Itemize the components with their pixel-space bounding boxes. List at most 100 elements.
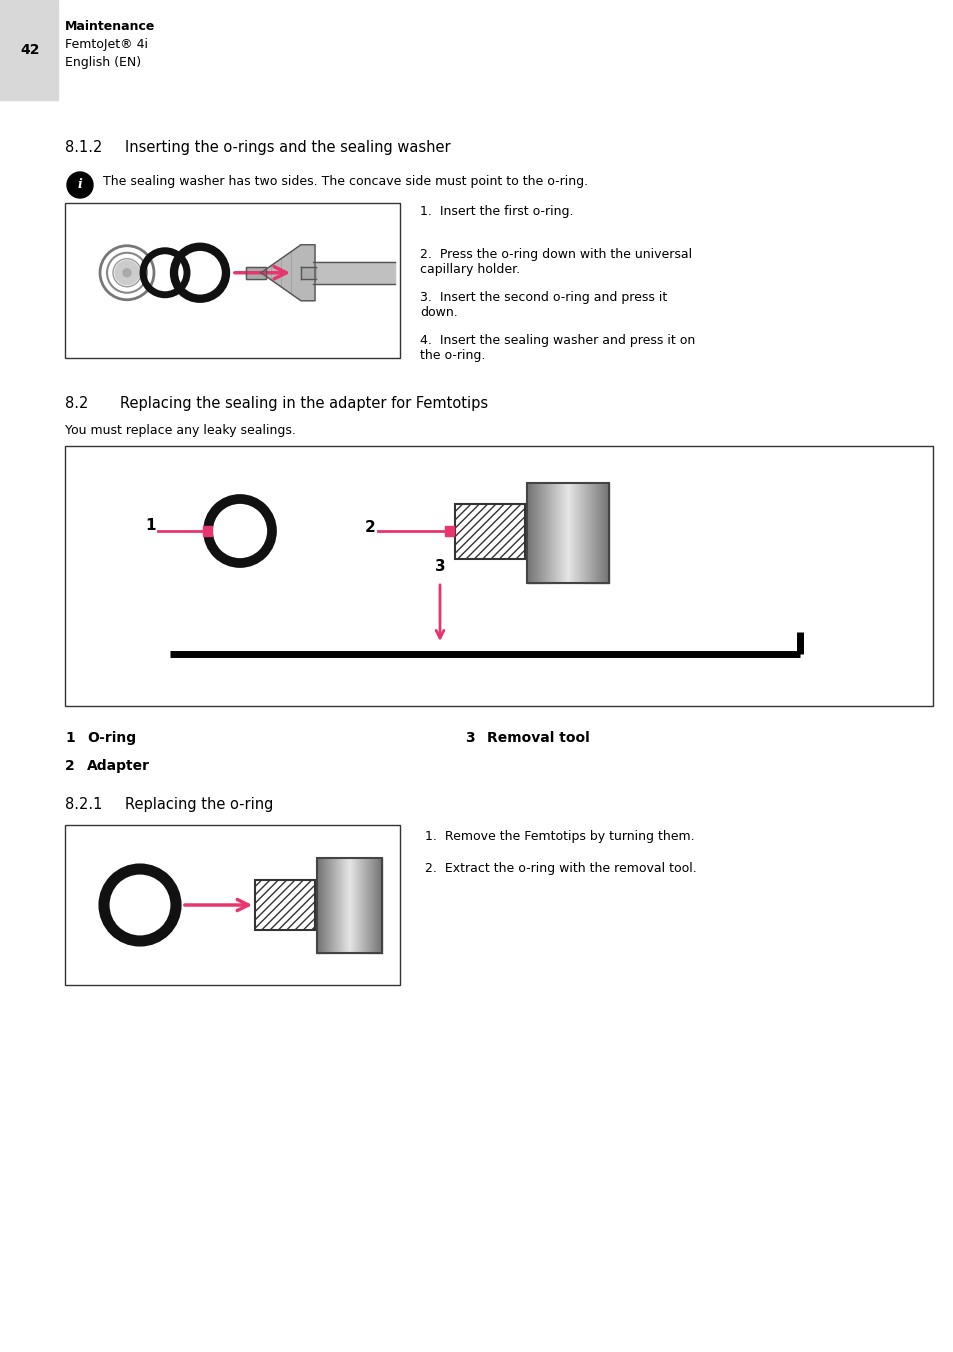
Bar bbox=[573, 483, 574, 583]
Bar bbox=[568, 483, 569, 583]
Bar bbox=[356, 859, 357, 953]
Bar bbox=[557, 483, 558, 583]
Text: Adapter: Adapter bbox=[87, 758, 150, 773]
Bar bbox=[379, 859, 380, 953]
Bar bbox=[578, 483, 579, 583]
Bar bbox=[375, 859, 376, 953]
Bar bbox=[595, 483, 596, 583]
Bar bbox=[560, 483, 561, 583]
Bar bbox=[552, 483, 553, 583]
Bar bbox=[600, 483, 601, 583]
Bar bbox=[586, 483, 587, 583]
Text: You must replace any leaky sealings.: You must replace any leaky sealings. bbox=[65, 425, 295, 437]
Circle shape bbox=[115, 261, 139, 285]
Bar bbox=[583, 483, 584, 583]
Bar bbox=[606, 483, 607, 583]
Bar bbox=[65, 825, 399, 986]
Bar bbox=[358, 859, 359, 953]
Bar bbox=[318, 859, 319, 953]
Bar bbox=[574, 483, 575, 583]
Bar bbox=[330, 859, 331, 953]
Bar bbox=[336, 859, 337, 953]
Bar bbox=[532, 483, 533, 583]
Bar bbox=[357, 859, 358, 953]
Bar bbox=[602, 483, 603, 583]
Bar bbox=[537, 483, 538, 583]
Bar bbox=[577, 483, 578, 583]
Bar bbox=[564, 483, 565, 583]
Bar bbox=[579, 483, 580, 583]
Text: 3.  Insert the second o-ring and press it
down.: 3. Insert the second o-ring and press it… bbox=[419, 291, 666, 319]
Bar bbox=[365, 859, 366, 953]
Bar bbox=[544, 483, 545, 583]
Bar bbox=[566, 483, 567, 583]
Bar bbox=[334, 859, 335, 953]
Bar bbox=[348, 859, 349, 953]
Text: O-ring: O-ring bbox=[87, 731, 136, 745]
Bar bbox=[551, 483, 552, 583]
Text: Replacing the o-ring: Replacing the o-ring bbox=[125, 796, 274, 813]
Text: Inserting the o-rings and the sealing washer: Inserting the o-rings and the sealing wa… bbox=[125, 141, 450, 155]
Bar bbox=[542, 483, 543, 583]
Bar bbox=[592, 483, 593, 583]
Bar bbox=[571, 483, 572, 583]
Bar bbox=[572, 483, 573, 583]
Bar bbox=[585, 483, 586, 583]
Bar bbox=[556, 483, 557, 583]
Bar bbox=[590, 483, 592, 583]
Bar bbox=[455, 503, 524, 558]
Bar bbox=[363, 859, 364, 953]
Bar bbox=[554, 483, 555, 583]
Bar bbox=[372, 859, 373, 953]
Bar bbox=[337, 859, 338, 953]
Bar bbox=[536, 483, 537, 583]
Bar bbox=[354, 859, 355, 953]
Bar bbox=[346, 859, 347, 953]
Bar bbox=[328, 859, 329, 953]
Text: 8.2.1: 8.2.1 bbox=[65, 796, 102, 813]
Bar bbox=[326, 859, 327, 953]
Bar bbox=[593, 483, 594, 583]
Bar bbox=[604, 483, 605, 583]
Bar bbox=[567, 483, 568, 583]
Bar bbox=[598, 483, 599, 583]
Bar bbox=[565, 483, 566, 583]
Bar bbox=[526, 483, 608, 583]
Bar bbox=[601, 483, 602, 583]
Bar bbox=[371, 859, 372, 953]
Text: 42: 42 bbox=[20, 43, 40, 57]
Bar bbox=[584, 483, 585, 583]
Bar bbox=[599, 483, 600, 583]
Bar bbox=[535, 483, 536, 583]
Bar bbox=[339, 859, 340, 953]
Text: i: i bbox=[77, 178, 82, 192]
Bar bbox=[254, 880, 314, 930]
Bar bbox=[582, 483, 583, 583]
Bar bbox=[324, 859, 325, 953]
Bar bbox=[550, 483, 551, 583]
Text: Replacing the sealing in the adapter for Femtotips: Replacing the sealing in the adapter for… bbox=[120, 396, 488, 411]
Text: 1.  Remove the Femtotips by turning them.: 1. Remove the Femtotips by turning them. bbox=[424, 830, 694, 844]
Bar bbox=[338, 859, 339, 953]
Bar bbox=[316, 859, 381, 953]
Bar bbox=[581, 483, 582, 583]
Bar bbox=[316, 859, 317, 953]
Bar bbox=[569, 483, 571, 583]
Bar bbox=[534, 483, 535, 583]
Bar bbox=[558, 483, 559, 583]
Bar bbox=[0, 0, 58, 100]
Bar bbox=[331, 859, 332, 953]
Text: 1: 1 bbox=[65, 731, 74, 745]
Polygon shape bbox=[261, 245, 314, 300]
Bar bbox=[376, 859, 377, 953]
Bar bbox=[320, 859, 322, 953]
Bar bbox=[369, 859, 370, 953]
Text: 1.  Insert the first o-ring.: 1. Insert the first o-ring. bbox=[419, 206, 573, 218]
Bar bbox=[351, 859, 352, 953]
Bar bbox=[317, 859, 318, 953]
Bar bbox=[377, 859, 378, 953]
Bar bbox=[543, 483, 544, 583]
Bar bbox=[361, 859, 363, 953]
Bar bbox=[350, 859, 351, 953]
Bar bbox=[587, 483, 588, 583]
